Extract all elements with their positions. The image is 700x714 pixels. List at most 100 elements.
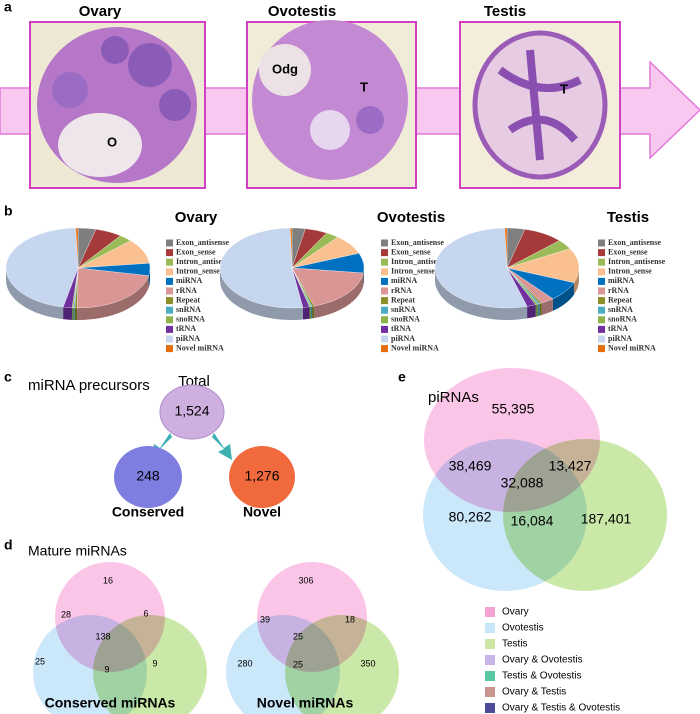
slice-shade	[310, 306, 313, 319]
legend-swatch	[166, 249, 173, 257]
legend-swatch	[598, 335, 605, 343]
pie-title: Testis	[607, 209, 649, 226]
venn-count: 28	[61, 609, 71, 619]
histology-ovary	[29, 21, 206, 189]
panel-title: miRNA precursors	[28, 377, 150, 394]
legend-label: snoRNA	[608, 315, 637, 324]
venn-count: 38,469	[449, 458, 492, 474]
legend-label: Repeat	[608, 295, 632, 304]
pie-slice	[290, 227, 293, 269]
venn-count: 16	[103, 575, 113, 585]
slice-shade	[309, 306, 311, 319]
legend-label: Intron_sense	[176, 267, 220, 276]
legend-label: Exon_antisense	[608, 238, 661, 247]
slice-shade	[312, 306, 315, 319]
slice-shade	[527, 304, 536, 319]
legend-label: Ovary & Ovotestis	[502, 655, 583, 666]
legend-swatch	[381, 287, 388, 295]
venn-count: 138	[95, 631, 110, 641]
legend-label: Intron_sense	[608, 267, 652, 276]
panel-title: piRNAs	[428, 389, 479, 406]
legend-swatch	[598, 287, 605, 295]
legend-swatch	[381, 258, 388, 266]
image-label: T	[360, 79, 368, 94]
legend-swatch	[166, 297, 173, 305]
slice-shade	[314, 273, 364, 319]
legend-label: Repeat	[176, 295, 200, 304]
legend-swatch	[166, 277, 173, 285]
slice-side	[74, 307, 78, 320]
image-title: Ovary	[79, 3, 122, 20]
slice-shade	[77, 275, 149, 320]
novel-label: Novel	[243, 504, 281, 520]
venn-count: 16,084	[511, 513, 554, 529]
slice-shade	[220, 268, 303, 320]
legend-label: Novel miRNA	[176, 343, 224, 352]
slice-shade	[541, 298, 553, 316]
legend-label: Ovotestis	[502, 623, 544, 634]
pie-slice	[506, 248, 580, 283]
venn-count: 80,262	[449, 509, 492, 525]
legend-swatch	[166, 239, 173, 247]
legend-swatch	[598, 297, 605, 305]
slice-side	[148, 268, 150, 288]
arrow	[212, 433, 232, 460]
slice-side	[537, 303, 540, 317]
slice-side	[6, 268, 64, 320]
venn-title: Conserved miRNAs	[45, 695, 176, 711]
panel-label: e	[398, 369, 406, 385]
legend-swatch	[485, 623, 495, 633]
venn-count: 13,427	[549, 458, 592, 474]
venn-count: 25	[35, 656, 45, 666]
pie-title: Ovary	[175, 209, 218, 226]
legend-swatch	[598, 316, 605, 324]
histology-ovotestis	[246, 20, 417, 189]
legend-swatch	[166, 287, 173, 295]
venn-count: 55,395	[492, 401, 535, 417]
slice-side	[434, 268, 528, 320]
legend-swatch	[166, 335, 173, 343]
legend-label: miRNA	[391, 276, 417, 285]
legend-swatch	[166, 258, 173, 266]
venn-novel	[226, 562, 399, 714]
legend-label: Ovary & Testis	[502, 687, 566, 698]
slice-shade	[72, 307, 74, 320]
legend-label: Exon_sense	[391, 247, 431, 256]
novel-value: 1,276	[244, 468, 279, 484]
venn-count: 32,088	[501, 475, 544, 491]
venn-count: 39	[260, 614, 270, 624]
legend-label: Intron_sense	[391, 267, 435, 276]
legend-swatch	[485, 703, 495, 713]
slice-side	[310, 306, 313, 319]
legend-label: snRNA	[176, 305, 201, 314]
legend-label: miRNA	[176, 276, 202, 285]
venn-count: 6	[143, 608, 148, 618]
slice-side	[573, 268, 579, 295]
slice-shade	[552, 282, 574, 311]
pie-slice	[504, 227, 508, 269]
slice-shade	[63, 307, 73, 320]
image-title: Ovotestis	[268, 3, 336, 20]
legend-label: Ovary & Testis & Ovotestis	[502, 703, 620, 714]
legend-swatch	[381, 277, 388, 285]
histology-testis	[459, 21, 621, 189]
panel-label: d	[4, 537, 13, 553]
legend-swatch	[166, 268, 173, 276]
venn-count: 9	[104, 664, 109, 674]
venn-count: 25	[293, 659, 303, 669]
legend-swatch	[381, 345, 388, 353]
novel-node	[229, 446, 295, 508]
legend-swatch	[485, 687, 495, 697]
legend-swatch	[598, 277, 605, 285]
legend-label: Exon_antisense	[391, 238, 444, 247]
slice-shade	[363, 268, 364, 286]
conserved-label: Conserved	[112, 504, 184, 520]
pie-title: Ovotestis	[377, 209, 445, 226]
panel-label: c	[4, 369, 12, 385]
panel-label: a	[4, 0, 12, 15]
slice-shade	[302, 306, 310, 320]
legend-swatch	[598, 239, 605, 247]
venn-count: 25	[293, 631, 303, 641]
venn-count: 306	[298, 575, 313, 585]
